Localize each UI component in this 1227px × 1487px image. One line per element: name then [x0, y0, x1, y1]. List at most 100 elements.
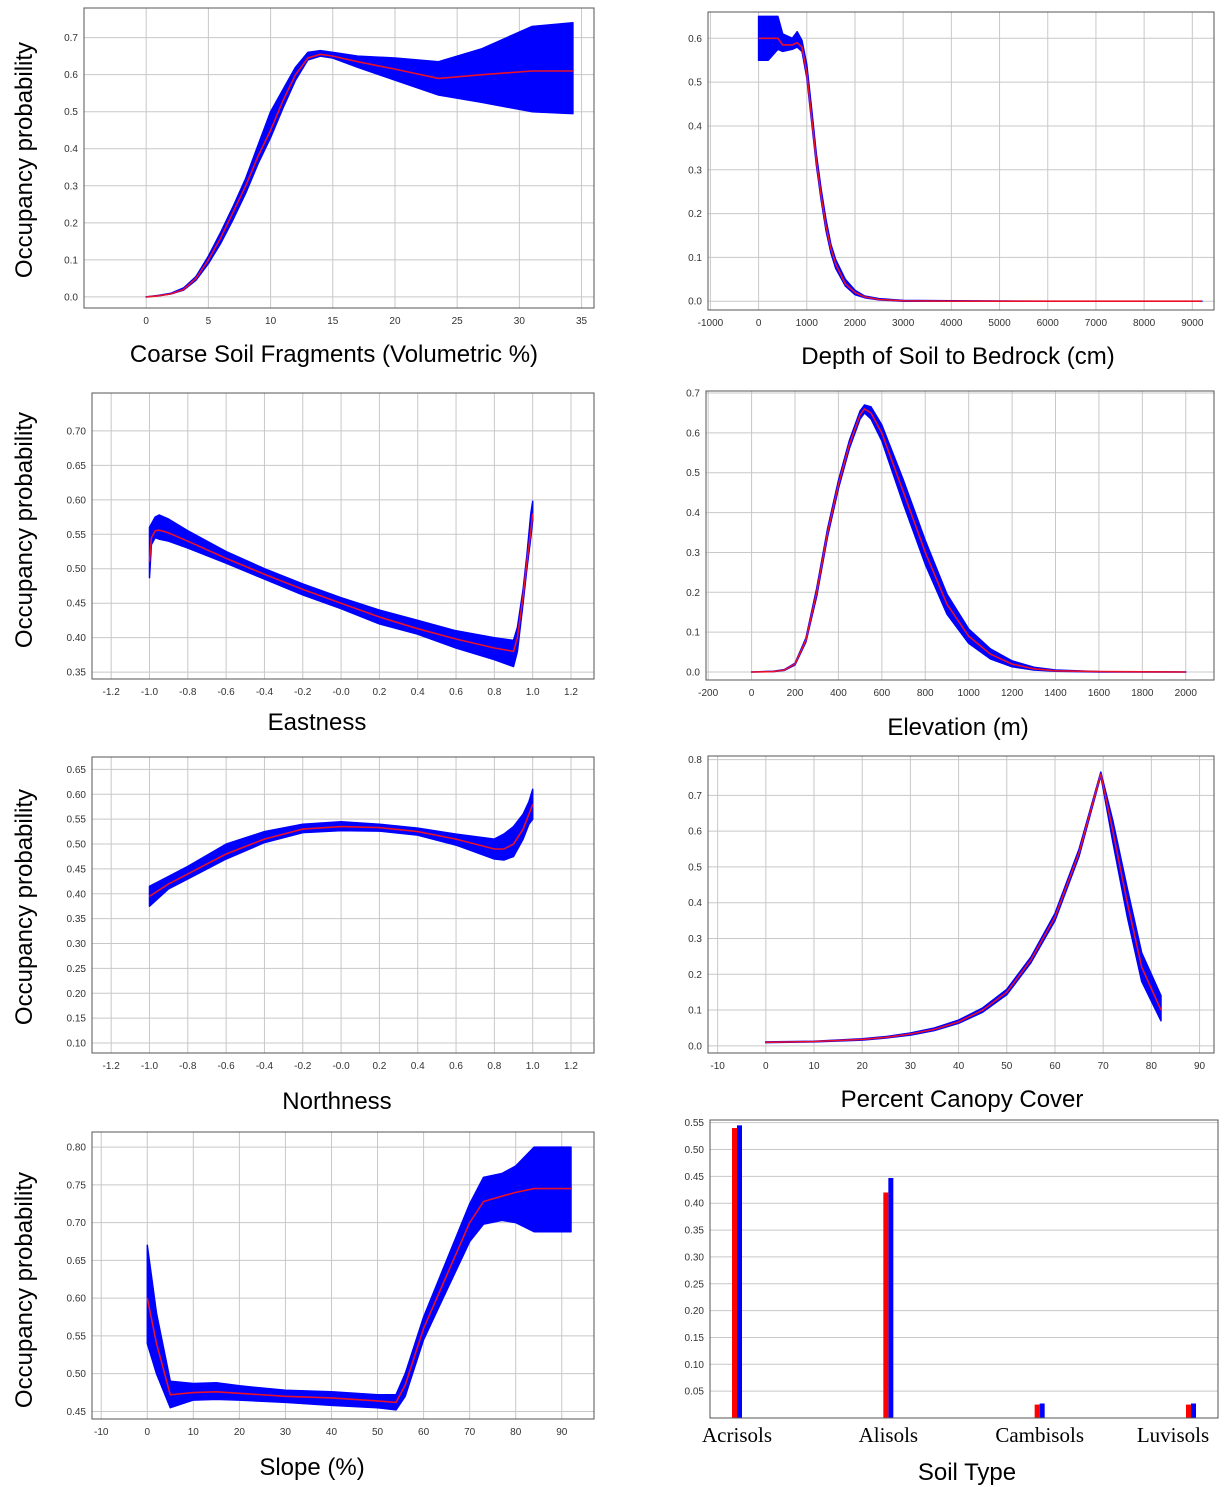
- x-tick-label: 0: [143, 316, 149, 327]
- y-tick-label: 0.40: [685, 1199, 705, 1210]
- y-tick-label: 0.55: [67, 815, 87, 826]
- x-tick-label: 30: [905, 1061, 917, 1072]
- plot-area: [706, 391, 1214, 680]
- chart-eastness: -1.2 -1.0 -0.8 -0.6 -0.4 -0.2 -0.0 0.2 0.4 0.6 0.8…: [11, 392, 595, 736]
- x-axis-label: Coarse Soil Fragments (Volumetric %): [130, 341, 538, 368]
- x-tick-label: -1000: [698, 318, 724, 329]
- x-tick-label: 1800: [1131, 688, 1154, 699]
- x-tick-label: 4000: [940, 318, 963, 329]
- x-tick-label: 2000: [844, 318, 867, 329]
- y-axis-label: Occupancy probability: [11, 789, 38, 1025]
- y-tick-label: 0.4: [686, 508, 700, 519]
- x-tick-label: 400: [830, 688, 847, 699]
- y-tick-label: 0.50: [67, 840, 87, 851]
- x-tick-label: 15: [327, 316, 339, 327]
- mean-response-line: [146, 1187, 571, 1404]
- plot-area: [708, 12, 1214, 310]
- x-tick-label: 30: [514, 316, 526, 327]
- y-tick-label: 0.45: [67, 599, 87, 610]
- y-axis-label: Occupancy probability: [11, 412, 38, 648]
- y-tick-label: 0.1: [688, 253, 702, 264]
- y-tick-label: 0.6: [688, 827, 702, 838]
- y-tick-label: 0.6: [64, 70, 78, 81]
- x-tick-label: -0.8: [179, 687, 197, 698]
- y-tick-label: 0.65: [67, 765, 87, 776]
- mean-response-line: [758, 37, 1202, 302]
- x-tick-label: -0.8: [179, 1061, 197, 1072]
- y-tick-label: 0.10: [67, 1039, 87, 1050]
- category-label: Alisols: [859, 1423, 919, 1447]
- x-tick-label: 0: [749, 688, 755, 699]
- x-tick-label: 0.2: [372, 687, 386, 698]
- y-tick-label: 0.10: [685, 1360, 705, 1371]
- chart-northness: -1.2 -1.0 -0.8 -0.6 -0.4 -0.2 -0.0 0.2 0.4 0.6 0.8…: [11, 756, 595, 1115]
- y-tick-label: 0.50: [67, 564, 87, 575]
- x-tick-label: 90: [556, 1427, 568, 1438]
- x-tick-label: -0.0: [332, 687, 350, 698]
- y-tick-label: 0.30: [67, 939, 87, 950]
- x-tick-label: 800: [917, 688, 934, 699]
- x-tick-label: -0.2: [294, 1061, 312, 1072]
- y-tick-label: 0.70: [67, 426, 87, 437]
- x-tick-label: -10: [94, 1427, 109, 1438]
- bar-upper: [888, 1177, 894, 1418]
- y-tick-label: 0.55: [67, 1331, 87, 1342]
- x-tick-label: 1.2: [564, 687, 578, 698]
- bar-mean: [732, 1128, 737, 1418]
- mean-response-line: [751, 407, 1186, 673]
- bar-mean: [1034, 1404, 1040, 1418]
- category-label: Cambisols: [995, 1423, 1084, 1447]
- x-tick-label: 5: [206, 316, 212, 327]
- confidence-band: [145, 22, 574, 298]
- y-tick-label: 0.3: [688, 934, 702, 945]
- x-tick-label: 70: [1098, 1061, 1110, 1072]
- y-tick-label: 0.20: [685, 1306, 705, 1317]
- plot-frame: [91, 392, 595, 680]
- y-tick-label: 0.0: [686, 668, 700, 679]
- x-tick-label: 40: [326, 1427, 338, 1438]
- y-tick-label: 0.2: [688, 970, 702, 981]
- x-axis-label: Eastness: [268, 709, 367, 736]
- x-tick-label: 2000: [1175, 688, 1198, 699]
- confidence-band: [146, 1146, 572, 1411]
- y-tick-label: 0.4: [688, 898, 702, 909]
- y-tick-label: 0.1: [64, 255, 78, 266]
- y-tick-label: 0.7: [686, 388, 700, 399]
- bar-mean: [1186, 1404, 1191, 1418]
- confidence-band: [765, 771, 1162, 1044]
- x-tick-label: 10: [808, 1061, 820, 1072]
- x-tick-label: 3000: [892, 318, 915, 329]
- chart-soil: 0.05 0.10 0.15 0.20 0.25 0.30 0.35 0.40 0.45 0.50…: [685, 1118, 1219, 1486]
- x-tick-label: 0: [144, 1427, 150, 1438]
- y-tick-label: 0.75: [67, 1180, 87, 1191]
- x-tick-label: 30: [280, 1427, 292, 1438]
- x-tick-label: 20: [389, 316, 401, 327]
- x-tick-label: -0.6: [218, 687, 236, 698]
- y-tick-label: 0.7: [688, 791, 702, 802]
- y-tick-label: 0.0: [688, 297, 702, 308]
- y-tick-label: 0.65: [67, 461, 87, 472]
- x-axis-label: Slope (%): [259, 1454, 364, 1481]
- plot-frame: [91, 1131, 595, 1420]
- plot-frame: [709, 1119, 1219, 1419]
- y-tick-label: 0.2: [688, 209, 702, 220]
- x-tick-label: 5000: [988, 318, 1011, 329]
- plot-frame: [91, 756, 595, 1054]
- y-axis-label: Occupancy probability: [11, 1172, 38, 1408]
- y-tick-label: 0.45: [685, 1172, 705, 1183]
- y-tick-label: 0.40: [67, 889, 87, 900]
- plot-frame: [705, 390, 1215, 681]
- y-tick-label: 0.65: [67, 1256, 87, 1267]
- y-tick-label: 0.3: [688, 165, 702, 176]
- x-tick-label: -0.6: [218, 1061, 236, 1072]
- mean-response-line: [765, 773, 1162, 1044]
- x-tick-label: 1000: [958, 688, 981, 699]
- y-tick-label: 0.80: [67, 1143, 87, 1154]
- x-tick-label: 0.4: [411, 1061, 425, 1072]
- x-tick-label: 0.4: [411, 687, 425, 698]
- category-label: Acrisols: [702, 1423, 772, 1447]
- x-tick-label: 0.2: [372, 1061, 386, 1072]
- y-tick-label: 0.70: [67, 1218, 87, 1229]
- x-axis-label: Depth of Soil to Bedrock (cm): [801, 343, 1114, 370]
